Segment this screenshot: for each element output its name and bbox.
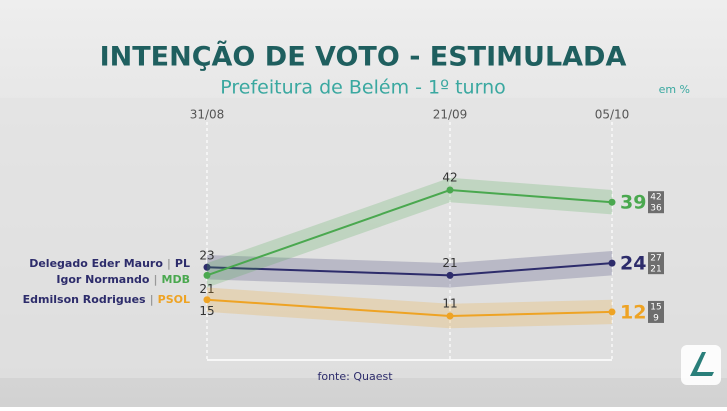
legend-entry: Igor Normando | MDB <box>56 273 190 286</box>
legend-party: PL <box>175 257 190 270</box>
legend-separator: | <box>167 257 171 270</box>
upper-label: 15 <box>650 302 661 312</box>
legend-party: MDB <box>162 273 190 286</box>
x-tick-label: 05/10 <box>595 108 630 122</box>
legend-separator: | <box>154 273 158 286</box>
legend-entry: Edmilson Rodrigues | PSOL <box>23 293 190 306</box>
range-box <box>648 191 664 214</box>
confidence-band <box>207 287 612 329</box>
source: fonte: Quaest <box>317 370 393 383</box>
value-label: 23 <box>199 249 214 263</box>
lower-label: 21 <box>650 265 661 275</box>
plot-area <box>0 98 727 378</box>
point <box>203 271 211 279</box>
legend-entry: Delegado Eder Mauro | PL <box>29 257 190 270</box>
unit-note: em % <box>659 83 690 96</box>
value-label: 39 <box>620 192 646 214</box>
value-label: 42 <box>442 171 457 185</box>
legend-name: Igor Normando <box>56 273 150 286</box>
point <box>608 198 616 206</box>
x-tick-label: 21/09 <box>433 108 468 122</box>
logo <box>681 345 721 385</box>
point <box>446 186 454 194</box>
legend-name: Delegado Eder Mauro <box>29 257 163 270</box>
upper-label: 42 <box>650 193 661 203</box>
confidence-band <box>207 250 612 288</box>
value-label: 12 <box>620 301 646 323</box>
value-label: 15 <box>199 304 214 318</box>
legend-party: PSOL <box>158 293 190 306</box>
point <box>446 312 454 320</box>
value-label: 21 <box>442 256 457 270</box>
lower-label: 36 <box>650 204 662 214</box>
range-box <box>648 252 664 275</box>
confidence-band <box>207 177 612 288</box>
chart-title: INTENÇÃO DE VOTO - ESTIMULADA <box>100 41 627 73</box>
value-label: 11 <box>442 297 457 311</box>
chart-subtitle: Prefeitura de Belém - 1º turno <box>220 77 506 99</box>
legend-name: Edmilson Rodrigues <box>23 293 146 306</box>
point <box>203 263 211 271</box>
value-label: 21 <box>199 282 214 296</box>
point <box>203 296 211 304</box>
x-tick-label: 31/08 <box>190 108 225 122</box>
point <box>446 271 454 279</box>
upper-label: 27 <box>650 254 661 264</box>
lower-label: 9 <box>653 313 659 323</box>
point <box>608 308 616 316</box>
legend-separator: | <box>150 293 154 306</box>
range-box <box>648 300 664 323</box>
point <box>608 259 616 267</box>
value-label: 24 <box>620 253 646 275</box>
